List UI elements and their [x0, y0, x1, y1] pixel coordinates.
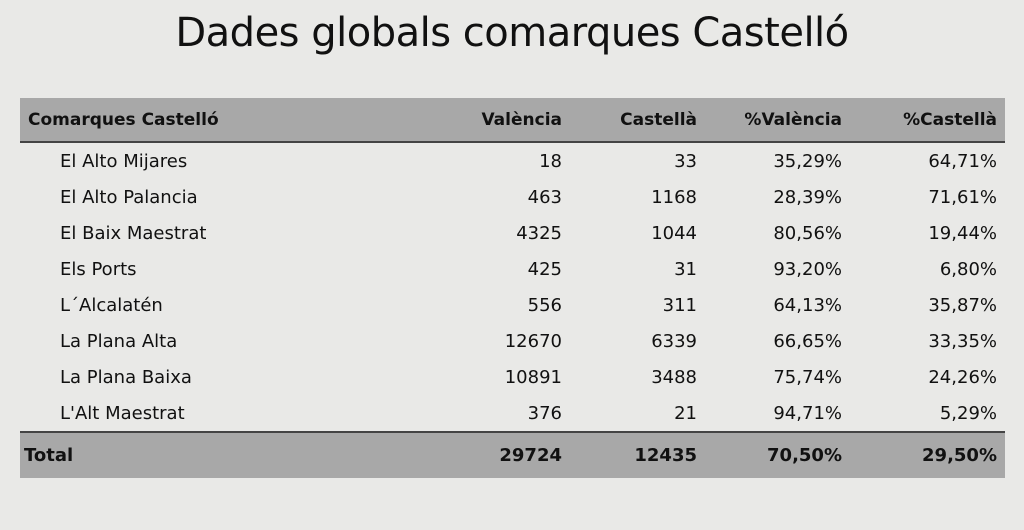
cell: 35,87% — [928, 294, 997, 316]
header-cell: Comarques Castelló — [28, 109, 219, 130]
cell: 1044 — [651, 222, 697, 244]
cell: 33,35% — [928, 330, 997, 352]
row-label: La Plana Alta — [60, 330, 178, 352]
cell: 28,39% — [773, 186, 842, 208]
header-cell: %Castellà — [903, 109, 997, 130]
total-cell: 12435 — [634, 445, 697, 466]
cell: 24,26% — [928, 366, 997, 388]
row-label: L'Alt Maestrat — [60, 402, 185, 424]
row-label: L´Alcalatén — [60, 294, 163, 316]
cell: 33 — [570, 141, 705, 179]
table-row: Els Ports 425 31 93,20% 6,80% — [20, 251, 1005, 287]
cell: 64,13% — [773, 294, 842, 316]
cell: 71,61% — [928, 186, 997, 208]
row-label: El Baix Maestrat — [60, 222, 207, 244]
total-cell: 70,50% — [767, 445, 842, 466]
cell: 4325 — [516, 222, 562, 244]
table-row: El Alto Mijares 18 33 35,29% 64,71% — [20, 141, 1005, 179]
header-cell: %València — [744, 109, 842, 130]
cell: 6,80% — [939, 258, 997, 280]
cell: 10891 — [504, 366, 562, 388]
cell: 12670 — [504, 330, 562, 352]
cell: 425 — [527, 258, 562, 280]
cell: 75,74% — [773, 366, 842, 388]
table-row: L'Alt Maestrat 376 21 94,71% 5,29% — [20, 395, 1005, 432]
cell: 80,56% — [773, 222, 842, 244]
cell: 1168 — [651, 186, 697, 208]
row-label: Els Ports — [60, 258, 137, 280]
total-cell: 29,50% — [922, 445, 997, 466]
total-row: Total 29724 12435 70,50% 29,50% — [20, 432, 1005, 478]
cell: 31 — [674, 258, 697, 280]
cell: 93,20% — [773, 258, 842, 280]
table-row: La Plana Baixa 10891 3488 75,74% 24,26% — [20, 359, 1005, 395]
cell: 6339 — [651, 330, 697, 352]
header-row: Comarques Castelló València Castellà %Valèn… — [20, 98, 1005, 142]
table-header: Comarques Castelló València Castellà %Valèn… — [20, 98, 1005, 142]
cell: 5,29% — [939, 402, 997, 424]
title: Dades globals comarques Castelló — [175, 10, 849, 56]
cell: 376 — [527, 402, 562, 424]
cell: 21 — [674, 402, 697, 424]
cell: 19,44% — [928, 222, 997, 244]
table-body: El Alto Mijares 18 33 35,29% 64,71% El Alto P… — [20, 141, 1005, 432]
row-label: El Alto Mijares — [20, 141, 400, 179]
cell: 463 — [527, 186, 562, 208]
total-label: Total — [24, 445, 74, 466]
cell: 66,65% — [773, 330, 842, 352]
table-row: L´Alcalatén 556 311 64,13% 35,87% — [20, 287, 1005, 323]
table-row: El Alto Palancia 463 1168 28,39% 71,61% — [20, 179, 1005, 215]
header-cell: Castellà — [620, 109, 697, 130]
cell: 35,29% — [705, 141, 850, 179]
data-table: Comarques Castelló València Castellà %Valèn… — [20, 98, 1005, 478]
cell: 94,71% — [773, 402, 842, 424]
row-label: El Alto Palancia — [60, 186, 198, 208]
table-footer: Total 29724 12435 70,50% 29,50% — [20, 432, 1005, 478]
cell: 311 — [662, 294, 697, 316]
cell: 64,71% — [850, 141, 1005, 179]
table-row: El Baix Maestrat 4325 1044 80,56% 19,44% — [20, 215, 1005, 251]
row-label: La Plana Baixa — [60, 366, 192, 388]
header-cell: València — [481, 109, 562, 130]
cell: 3488 — [651, 366, 697, 388]
total-cell: 29724 — [499, 445, 562, 466]
cell: 556 — [527, 294, 562, 316]
table-row: La Plana Alta 12670 6339 66,65% 33,35% — [20, 323, 1005, 359]
cell: 18 — [400, 141, 570, 179]
